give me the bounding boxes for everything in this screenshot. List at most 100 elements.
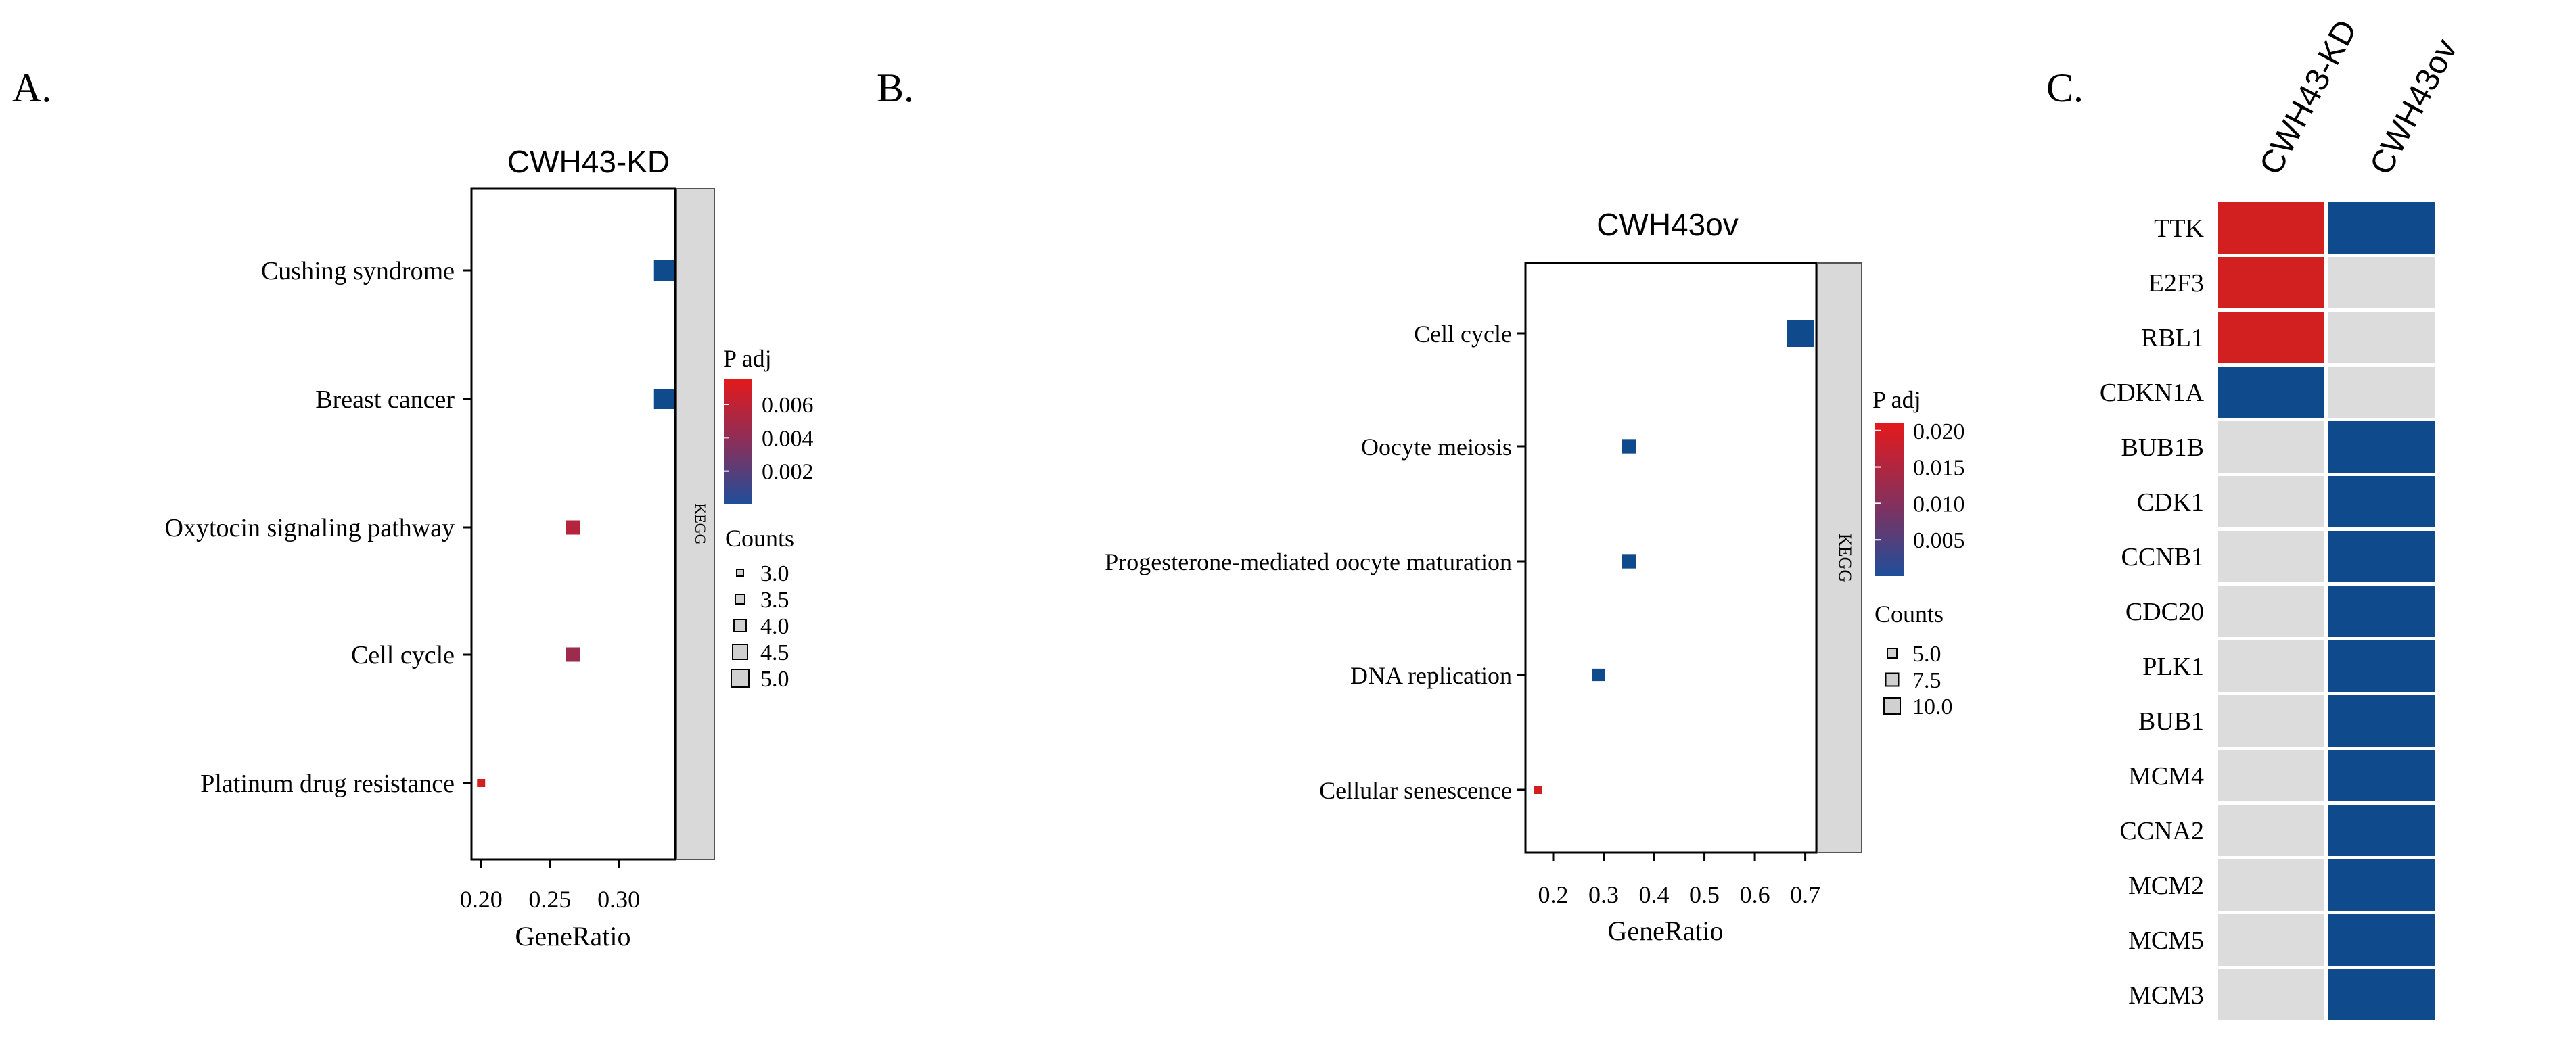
panel-c-cell — [2328, 586, 2435, 637]
panel-b-y-label: Cell cycle — [1414, 321, 1512, 348]
panel-c-cell — [2218, 531, 2324, 582]
panel-c-row-label: MCM2 — [2128, 872, 2204, 900]
panel-c-cell — [2328, 750, 2435, 801]
panel-c-label: C. — [2046, 66, 2084, 110]
panel-b-color-tick-label: 0.010 — [1913, 492, 1965, 517]
panel-a-point — [566, 647, 580, 662]
panel-b-size-legend-title: Counts — [1874, 600, 1944, 628]
panel-c-cell — [2328, 531, 2435, 582]
panel-a-y-label: Cell cycle — [351, 641, 455, 669]
panel-b-facet-strip — [1817, 262, 1862, 853]
panel-b-x-tick-label: 0.3 — [1588, 881, 1619, 908]
panel-c-row-label: MCM4 — [2128, 762, 2204, 791]
panel-b-color-legend: P adj 0.020 0.015 0.010 0.005 — [1872, 386, 1965, 576]
panel-c-cell — [2218, 914, 2324, 966]
panel-b-point — [1622, 554, 1636, 569]
panel-b-color-legend-title: P adj — [1872, 386, 1921, 413]
panel-b-y-label: DNA replication — [1350, 662, 1512, 689]
panel-b-x-tick-label: 0.2 — [1538, 881, 1568, 908]
panel-b-size-key-label: 10.0 — [1912, 694, 1953, 719]
panel-a-size-key-label: 5.0 — [760, 667, 789, 692]
panel-c-column-header: CWH43ov — [2363, 33, 2464, 181]
panel-c-row-label: CCNB1 — [2121, 543, 2204, 571]
panel-a-size-key — [732, 644, 748, 660]
panel-c-row-label: MCM3 — [2128, 981, 2204, 1010]
panel-c-row-label: MCM5 — [2128, 926, 2204, 955]
panel-a-y-label: Oxytocin signaling pathway — [165, 514, 455, 542]
panel-c-heatmap-cells — [2218, 202, 2435, 1020]
panel-b-point — [1592, 668, 1605, 682]
panel-a-color-tick-label: 0.004 — [762, 426, 814, 451]
panel-c-cell — [2218, 476, 2324, 527]
panel-c-row-labels: TTK E2F3 RBL1 CDKN1A BUB1B CDK1 CCNB1 CDC20 PLK1… — [2100, 214, 2205, 1010]
panel-c-row-label: CCNA2 — [2119, 817, 2204, 845]
panel-c-cell — [2218, 257, 2324, 308]
panel-c-cell — [2218, 859, 2324, 911]
panel-a-color-bar — [724, 379, 752, 504]
panel-a-x-ticks: 0.20 0.25 0.30 — [460, 859, 640, 913]
panel-c-cell — [2218, 421, 2324, 473]
panel-a-size-key-label: 3.0 — [760, 561, 789, 586]
panel-b-color-tick-label: 0.015 — [1913, 456, 1965, 481]
panel-a-size-key-label: 4.5 — [760, 640, 789, 665]
panel-c-cell — [2328, 421, 2435, 473]
panel-b-point — [1787, 320, 1814, 347]
panel-a-color-tick-label: 0.002 — [762, 460, 814, 485]
panel-a-point — [566, 520, 580, 535]
panel-b-x-ticks: 0.2 0.3 0.4 0.5 0.6 0.7 — [1538, 853, 1820, 908]
panel-c-cell — [2218, 750, 2324, 801]
panel-c-cell — [2218, 805, 2324, 856]
panel-a-point — [653, 389, 674, 409]
panel-a-plot-frame — [470, 187, 676, 861]
panel-c-cell — [2218, 640, 2324, 692]
panel-a-size-legend: Counts 3.03.54.04.55.0 — [725, 525, 794, 692]
panel-b-x-tick-label: 0.4 — [1639, 881, 1670, 908]
panel-a-y-labels: Cushing syndrome Breast cancer Oxytocin si… — [165, 257, 472, 798]
panel-a-size-key-label: 4.0 — [760, 614, 789, 639]
panel-b-label: B. — [877, 66, 914, 110]
panel-c-cell — [2328, 476, 2435, 527]
panel-a-size-key-label: 3.5 — [760, 588, 789, 613]
panel-c-cell — [2218, 586, 2324, 637]
panel-c-cell — [2328, 805, 2435, 856]
panel-c-row-label: BUB1 — [2138, 707, 2204, 736]
panel-b-x-tick-label: 0.7 — [1790, 881, 1820, 908]
panel-c-row-label: RBL1 — [2141, 324, 2204, 352]
panel-c-cell — [2328, 202, 2435, 254]
panel-a-points — [477, 260, 674, 787]
panel-c-row-label: BUB1B — [2121, 433, 2204, 462]
panel-b-y-label: Oocyte meiosis — [1361, 433, 1512, 461]
panel-a-size-key — [736, 569, 744, 577]
panel-a-size-key — [731, 669, 750, 688]
panel-a-x-tick-label: 0.20 — [460, 886, 503, 913]
panel-c-cell — [2328, 859, 2435, 911]
panel-c-cell — [2218, 367, 2324, 418]
panel-a-label: A. — [12, 66, 51, 110]
panel-c-cell — [2328, 257, 2435, 308]
panel-a-x-axis-title: GeneRatio — [515, 921, 630, 951]
panel-a-x-tick-label: 0.30 — [597, 886, 640, 913]
panel-c-cell — [2218, 312, 2324, 363]
panel-c-cell — [2218, 695, 2324, 747]
panel-b-points — [1534, 320, 1814, 794]
panel-b-point — [1534, 786, 1542, 794]
panel-a-x-tick-label: 0.25 — [528, 886, 571, 913]
panel-a-size-key — [735, 594, 745, 605]
panel-b-size-key — [1883, 697, 1901, 715]
panel-a-y-label: Platinum drug resistance — [200, 770, 455, 798]
panel-a-facet-label: KEGG — [692, 503, 709, 544]
panel-a-facet-strip — [676, 188, 715, 860]
panel-b-y-label: Cellular senescence — [1319, 777, 1512, 804]
panel-a-title: CWH43-KD — [507, 144, 670, 179]
panel-a-point — [653, 260, 674, 281]
panel-b-plot-frame — [1524, 262, 1818, 854]
panel-b-size-key-label: 5.0 — [1912, 642, 1941, 667]
panel-c-row-label: TTK — [2154, 214, 2204, 243]
panel-b-color-tick-label: 0.005 — [1913, 528, 1965, 553]
panel-b-y-label: Progesterone-mediated oocyte maturation — [1105, 548, 1512, 575]
panel-b-size-key-label: 7.5 — [1912, 668, 1941, 693]
panel-a-point — [477, 779, 486, 787]
